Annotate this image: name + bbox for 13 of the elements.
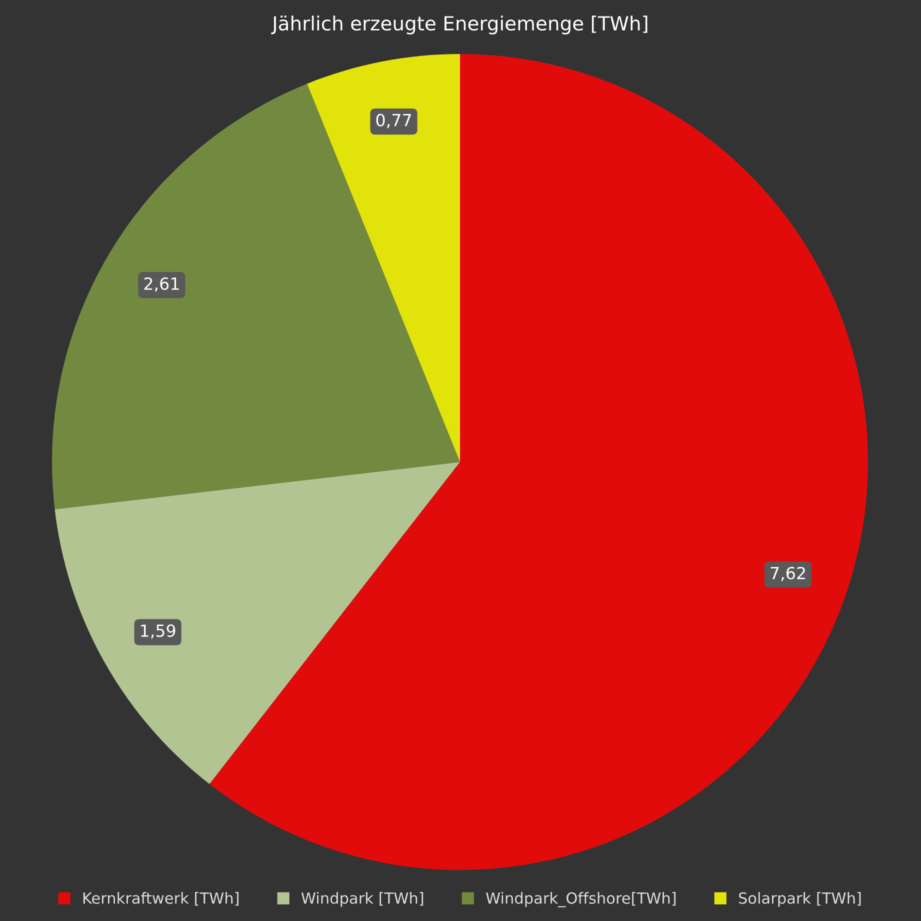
pie-slice xyxy=(54,462,460,784)
data-label: 7,62 xyxy=(770,566,805,582)
legend-label: Solarpark [TWh] xyxy=(738,892,861,907)
data-label: 2,61 xyxy=(144,277,179,292)
chart-title: Jährlich erzeugte Energiemenge [TWh] xyxy=(271,16,648,34)
legend-label: Windpark [TWh] xyxy=(301,892,424,907)
pie-slice xyxy=(307,54,460,462)
pie-slice xyxy=(209,54,868,870)
legend-label: Windpark_Offshore[TWh] xyxy=(486,892,676,908)
data-label: 1,59 xyxy=(141,624,176,639)
legend-label: Kernkraftwerk [TWh] xyxy=(83,892,238,906)
pie-slice xyxy=(52,84,460,510)
data-label: 0,77 xyxy=(376,114,411,128)
